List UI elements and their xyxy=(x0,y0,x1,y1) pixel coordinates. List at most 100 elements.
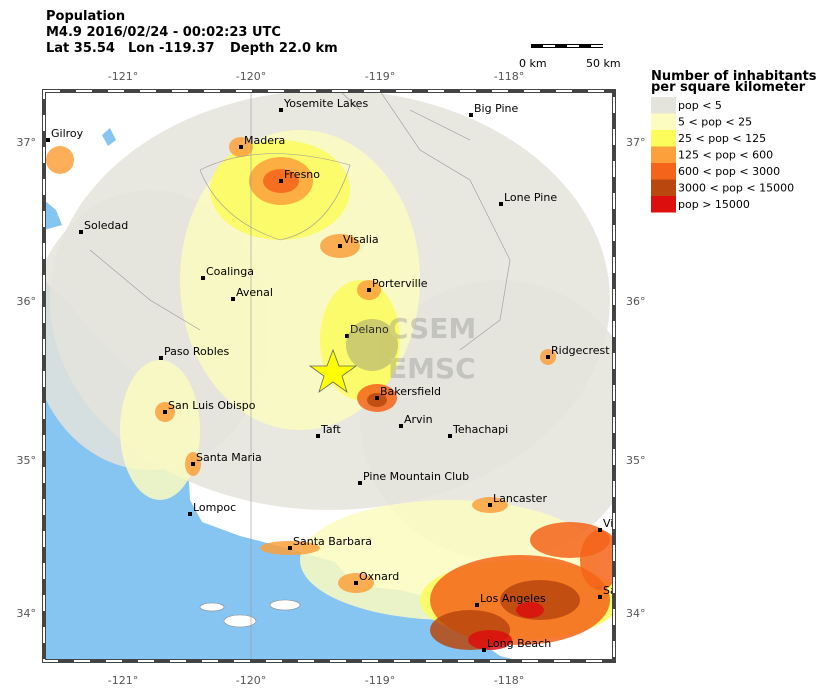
lon-tick-bottom: -120° xyxy=(236,674,266,687)
city-label: Sa xyxy=(603,584,617,597)
city-label: Delano xyxy=(350,323,389,336)
city-marker xyxy=(46,138,50,142)
legend-title: per square kilometer xyxy=(651,80,806,95)
legend-title: Number of inhabitants xyxy=(651,69,817,84)
watermark: CSEM EMSC xyxy=(346,312,476,385)
epicenter xyxy=(308,348,358,394)
map: Yosemite Lakes Big Pine Gilroy Madera Fresno… xyxy=(44,91,617,661)
city-label: Oxnard xyxy=(359,570,399,583)
legend-swatch xyxy=(651,97,676,114)
city-marker xyxy=(345,334,349,338)
city-marker xyxy=(316,434,320,438)
lon-tick-bottom: -119° xyxy=(365,674,395,687)
city-label: Lone Pine xyxy=(504,191,557,204)
scale-end: 50 km xyxy=(586,57,621,70)
title: Population xyxy=(46,9,125,24)
city-label: Big Pine xyxy=(474,102,519,115)
depth: Depth 22.0 km xyxy=(230,41,338,56)
city-marker xyxy=(367,288,371,292)
lon-tick-bottom: -121° xyxy=(108,674,138,687)
city-marker xyxy=(354,581,358,585)
city-marker xyxy=(488,503,492,507)
city-marker xyxy=(358,481,362,485)
legend-swatch xyxy=(651,179,676,196)
city-marker xyxy=(239,145,243,149)
city-marker xyxy=(288,546,292,550)
city-marker xyxy=(79,230,83,234)
lat-tick-left: 36° xyxy=(17,295,37,308)
city-label: Coalinga xyxy=(206,265,254,278)
legend-swatch xyxy=(651,163,676,180)
city-marker xyxy=(231,297,235,301)
frame-dash xyxy=(43,90,615,662)
legend-label: 3000 < pop < 15000 xyxy=(678,182,794,195)
city-label: Lancaster xyxy=(493,492,547,505)
legend-swatch xyxy=(651,130,676,147)
bay xyxy=(44,200,62,230)
city-label: Long Beach xyxy=(487,637,551,650)
city-label: Vi xyxy=(603,517,613,530)
city-marker xyxy=(159,356,163,360)
city-marker xyxy=(163,410,167,414)
ocean xyxy=(44,280,520,661)
scale-bar: 0 km 50 km xyxy=(519,44,621,70)
lat-tick-left: 35° xyxy=(17,454,37,467)
legend-swatch xyxy=(651,113,676,130)
population-area xyxy=(580,530,614,590)
city-marker xyxy=(598,528,602,532)
city-label: Taft xyxy=(320,423,341,436)
city-label: Santa Maria xyxy=(196,451,262,464)
city-label: Lompoc xyxy=(193,501,236,514)
lat-tick-right: 36° xyxy=(626,295,646,308)
population-area xyxy=(468,630,512,650)
lat: Lat 35.54 xyxy=(46,41,115,56)
city-label: Soledad xyxy=(84,219,128,232)
city-marker xyxy=(499,202,503,206)
city-label: Madera xyxy=(244,134,285,147)
city-label: Visalia xyxy=(343,233,379,246)
city-label: Paso Robles xyxy=(164,345,230,358)
city-marker xyxy=(448,434,452,438)
city-label: Santa Barbara xyxy=(293,535,372,548)
city-label: Los Angeles xyxy=(480,592,546,605)
lat-tick-left: 37° xyxy=(17,136,37,149)
city-marker xyxy=(279,179,283,183)
lon-tick-top: -120° xyxy=(236,70,266,83)
population-area xyxy=(120,360,200,500)
legend-label: 25 < pop < 125 xyxy=(678,132,766,145)
city-marker xyxy=(375,396,379,400)
watermark-top: CSEM xyxy=(388,312,476,345)
city-label: Bakersfield xyxy=(380,385,441,398)
lon-tick-bottom: -118° xyxy=(494,674,524,687)
scale-start: 0 km xyxy=(519,57,547,70)
legend-label: pop < 5 xyxy=(678,99,722,112)
event: M4.9 2016/02/24 - 00:02:23 UTC xyxy=(46,25,281,40)
lat-tick-right: 34° xyxy=(626,607,646,620)
city-label: Arvin xyxy=(404,413,433,426)
population-area xyxy=(516,602,544,618)
city-marker xyxy=(475,603,479,607)
lat-tick-left: 34° xyxy=(17,607,37,620)
city-label: Pine Mountain Club xyxy=(363,470,469,483)
legend-label: 125 < pop < 600 xyxy=(678,149,773,162)
city-label: Avenal xyxy=(236,286,273,299)
city-marker xyxy=(399,424,403,428)
legend-label: 5 < pop < 25 xyxy=(678,116,752,129)
lon: Lon -119.37 xyxy=(128,41,215,56)
legend-label: pop > 15000 xyxy=(678,198,750,211)
lon-tick-top: -118° xyxy=(494,70,524,83)
city-marker xyxy=(338,244,342,248)
legend-label: 600 < pop < 3000 xyxy=(678,165,780,178)
city-label: Yosemite Lakes xyxy=(283,97,368,110)
city-label: Fresno xyxy=(284,168,320,181)
legend-swatch xyxy=(651,146,676,163)
city-label: Porterville xyxy=(372,277,428,290)
lon-tick-top: -121° xyxy=(108,70,138,83)
watermark-bottom: EMSC xyxy=(388,352,476,385)
city-marker xyxy=(546,355,550,359)
city-label: San Luis Obispo xyxy=(168,399,256,412)
city-marker xyxy=(469,113,473,117)
lat-tick-right: 35° xyxy=(626,454,646,467)
population-area xyxy=(46,146,74,174)
